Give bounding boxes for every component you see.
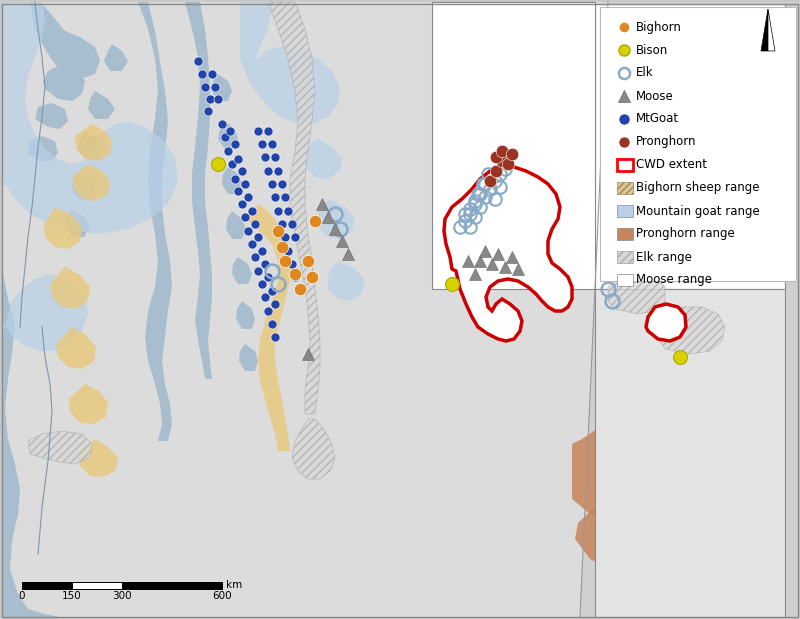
Polygon shape (28, 136, 58, 161)
Bar (22, 582, 72, 589)
Polygon shape (50, 267, 90, 309)
Text: 300: 300 (112, 591, 132, 601)
FancyBboxPatch shape (600, 7, 796, 281)
Polygon shape (248, 204, 290, 451)
Polygon shape (2, 219, 88, 351)
FancyBboxPatch shape (617, 159, 633, 171)
FancyBboxPatch shape (617, 274, 633, 286)
Bar (595, 4, 785, 289)
FancyBboxPatch shape (617, 228, 633, 240)
Text: Mountain goat range: Mountain goat range (636, 204, 760, 217)
Text: Bison: Bison (636, 43, 668, 56)
FancyBboxPatch shape (617, 182, 633, 194)
Polygon shape (69, 384, 108, 424)
Text: CWD extent: CWD extent (636, 158, 707, 171)
Polygon shape (218, 121, 238, 149)
Bar (72, 582, 122, 589)
Polygon shape (2, 2, 608, 617)
Polygon shape (305, 139, 342, 179)
Polygon shape (28, 431, 92, 464)
Polygon shape (444, 167, 572, 341)
Text: Elk: Elk (636, 66, 654, 79)
Polygon shape (646, 304, 686, 341)
Polygon shape (2, 2, 60, 617)
Polygon shape (222, 167, 242, 194)
Polygon shape (56, 327, 96, 369)
Text: Moose: Moose (636, 90, 674, 103)
FancyBboxPatch shape (617, 205, 633, 217)
Text: Moose range: Moose range (636, 274, 712, 287)
Polygon shape (318, 199, 355, 239)
Polygon shape (43, 64, 85, 101)
Polygon shape (292, 419, 335, 479)
Text: Pronghorn range: Pronghorn range (636, 228, 734, 241)
Polygon shape (79, 439, 118, 477)
Polygon shape (236, 301, 255, 329)
Polygon shape (608, 274, 665, 314)
Polygon shape (138, 2, 172, 441)
Text: 600: 600 (212, 591, 232, 601)
Polygon shape (44, 207, 82, 249)
Polygon shape (66, 209, 90, 237)
Bar (122, 582, 222, 589)
Polygon shape (240, 2, 340, 124)
Polygon shape (30, 2, 100, 79)
Polygon shape (2, 2, 178, 234)
Text: Bighorn sheep range: Bighorn sheep range (636, 181, 759, 194)
Polygon shape (268, 2, 320, 414)
Polygon shape (72, 171, 96, 199)
Polygon shape (232, 257, 252, 284)
Polygon shape (88, 91, 115, 119)
Text: km: km (226, 581, 242, 591)
Polygon shape (212, 74, 232, 101)
Polygon shape (35, 103, 68, 129)
Polygon shape (575, 489, 702, 575)
Text: N: N (761, 0, 775, 4)
Polygon shape (239, 344, 258, 371)
Polygon shape (761, 9, 768, 51)
Text: Elk range: Elk range (636, 251, 692, 264)
Polygon shape (580, 2, 798, 617)
Polygon shape (328, 261, 365, 301)
Polygon shape (75, 124, 112, 161)
Polygon shape (185, 2, 212, 379)
Bar (595, 289, 785, 617)
Polygon shape (73, 164, 110, 201)
Text: 0: 0 (18, 591, 26, 601)
FancyBboxPatch shape (617, 251, 633, 263)
Text: MtGoat: MtGoat (636, 113, 679, 126)
Text: Pronghorn: Pronghorn (636, 136, 697, 149)
Bar (432, 2, 595, 289)
Text: Bighorn: Bighorn (636, 20, 682, 33)
Polygon shape (78, 131, 105, 159)
Polygon shape (226, 211, 246, 239)
Polygon shape (660, 307, 725, 354)
Polygon shape (104, 44, 128, 71)
Text: 150: 150 (62, 591, 82, 601)
Polygon shape (572, 414, 718, 527)
Polygon shape (768, 9, 775, 51)
